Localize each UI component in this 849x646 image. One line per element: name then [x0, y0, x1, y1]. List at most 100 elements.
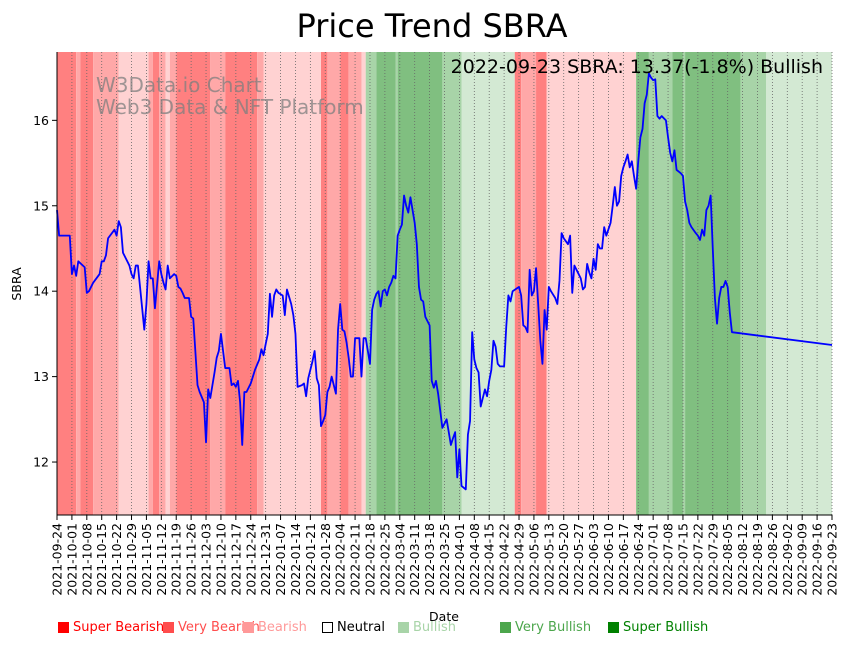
legend-label: Very Bearish [178, 620, 260, 635]
x-tick-label: 2022-09-02 [780, 523, 795, 596]
band-very-bearish [57, 52, 77, 515]
legend-item-super-bullish: Super Bullish [608, 620, 708, 635]
x-tick-label: 2022-08-19 [750, 523, 765, 596]
band-very-bearish [152, 52, 160, 515]
x-tick-label: 2021-12-24 [243, 523, 258, 596]
x-tick-label: 2022-09-09 [795, 523, 810, 596]
x-tick-label: 2022-07-08 [661, 523, 676, 596]
x-tick-label: 2022-06-03 [586, 523, 601, 596]
band-bearish [327, 52, 341, 515]
band-neutral-bearish [118, 52, 149, 515]
band-bearish [93, 52, 119, 515]
x-tick-label: 2022-01-21 [303, 523, 318, 596]
x-tick-label: 2021-12-03 [199, 523, 214, 596]
x-tick-label: 2022-08-12 [735, 523, 750, 596]
x-tick-label: 2021-10-22 [109, 523, 124, 596]
x-tick-label: 2022-05-06 [526, 523, 541, 596]
x-tick-label: 2022-06-10 [601, 523, 616, 596]
x-tick-label: 2022-06-17 [616, 523, 631, 596]
x-tick-label: 2022-04-08 [467, 523, 482, 596]
x-tick-label: 2021-12-31 [258, 523, 273, 596]
x-tick-label: 2022-08-26 [765, 523, 780, 596]
legend-swatch [398, 622, 409, 633]
x-tick-label: 2022-01-28 [318, 523, 333, 596]
band-bearish [148, 52, 153, 515]
x-tick-label: 2021-11-05 [139, 523, 154, 596]
legend-item-bearish: Bearish [243, 620, 307, 635]
x-tick-label: 2021-11-19 [169, 523, 184, 596]
watermark-line-1: W3Data.io Chart [96, 73, 262, 97]
watermark-line-2: Web3 Data & NFT Platform [96, 95, 364, 119]
band-very-bearish [176, 52, 211, 515]
band-neutral-bearish [546, 52, 637, 515]
band-bearish [76, 52, 81, 515]
x-tick-label: 2022-08-05 [720, 523, 735, 596]
legend-item-very-bearish: Very Bearish [163, 620, 260, 635]
x-tick-label: 2022-02-18 [362, 523, 377, 596]
price-annotation: 2022-09-23 SBRA: 13.37(-1.8%) Bullish [451, 56, 823, 78]
band-bullish [442, 52, 462, 515]
x-tick-label: 2022-07-01 [646, 523, 661, 596]
band-very-bullish [376, 52, 396, 515]
x-tick-label: 2022-02-04 [333, 523, 348, 596]
legend-label: Very Bullish [515, 620, 592, 635]
band-bullish [395, 52, 398, 515]
y-tick-label: 13 [33, 369, 49, 384]
legend-swatch [322, 622, 333, 633]
x-tick-label: 2022-05-27 [571, 523, 586, 596]
band-bullish [682, 52, 686, 515]
x-tick-label: 2022-05-13 [541, 523, 556, 596]
x-tick-label: 2022-06-24 [631, 523, 646, 596]
legend-label: Bullish [413, 620, 457, 635]
x-tick-label: 2022-04-15 [482, 523, 497, 596]
legend-label: Super Bearish [73, 620, 165, 635]
band-bullish [648, 52, 673, 515]
x-tick-label: 2021-11-12 [154, 523, 169, 596]
x-tick-label: 2021-09-24 [50, 523, 65, 596]
x-tick-label: 2021-12-17 [228, 523, 243, 596]
x-tick-label: 2022-04-29 [512, 523, 527, 596]
price-line [56, 72, 833, 491]
x-tick-label: 2022-07-15 [675, 523, 690, 596]
x-tick-label: 2022-02-25 [377, 523, 392, 596]
band-bullish [740, 52, 766, 515]
band-very-bullish [636, 52, 649, 515]
legend: Super Bearish Very Bearish Bearish Neutral B… [0, 620, 849, 640]
legend-item-very-bullish: Very Bullish [500, 620, 591, 635]
legend-swatch [58, 622, 69, 633]
x-tick-label: 2022-02-11 [348, 523, 363, 596]
x-tick-label: 2021-10-08 [79, 523, 94, 596]
band-very-bullish [397, 52, 443, 515]
legend-label: Bearish [258, 620, 307, 635]
x-tick-label: 2022-07-22 [690, 523, 705, 596]
x-axis-label: Date [429, 609, 459, 624]
x-tick-label: 2022-01-14 [288, 523, 303, 596]
legend-item-neutral: Neutral [322, 620, 385, 635]
y-tick-label: 15 [33, 198, 49, 213]
y-ticks: 12 13 14 15 16 [33, 113, 57, 470]
legend-item-super-bearish: Super Bearish [58, 620, 164, 635]
band-very-bearish [536, 52, 547, 515]
legend-swatch [163, 622, 174, 633]
chart-title: Price Trend SBRA [296, 7, 567, 45]
x-tick-label: 2022-03-18 [422, 523, 437, 596]
x-tick-label: 2022-04-01 [452, 523, 467, 596]
y-tick-label: 12 [33, 455, 49, 470]
band-very-bearish [514, 52, 522, 515]
x-tick-label: 2021-11-26 [184, 523, 199, 596]
band-bullish [365, 52, 377, 515]
band-neutral-bearish [263, 52, 322, 515]
band-neutral-bullish [461, 52, 515, 515]
legend-swatch [608, 622, 619, 633]
band-bearish [159, 52, 166, 515]
x-tick-label: 2022-07-29 [705, 523, 720, 596]
x-tick-label: 2022-03-25 [437, 523, 452, 596]
legend-item-bullish: Bullish [398, 620, 456, 635]
band-very-bearish [321, 52, 328, 515]
x-tick-label: 2021-10-15 [94, 523, 109, 596]
legend-swatch [243, 622, 254, 633]
band-very-bullish [672, 52, 683, 515]
x-tick-label: 2022-03-11 [407, 523, 422, 596]
band-bearish [210, 52, 226, 515]
x-tick-label: 2022-03-04 [392, 523, 407, 596]
